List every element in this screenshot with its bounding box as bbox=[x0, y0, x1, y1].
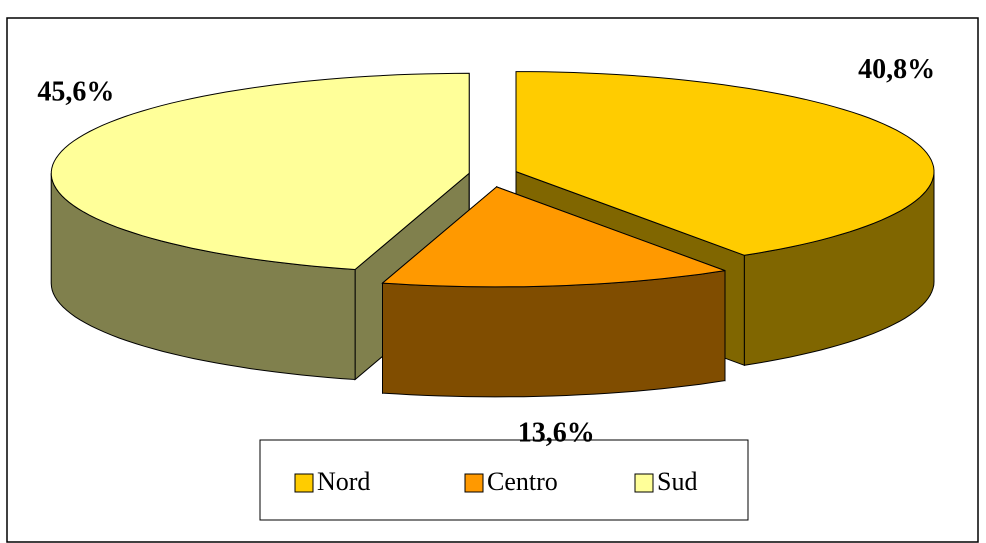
slice-wall bbox=[382, 270, 726, 398]
legend: Nord Centro Sud bbox=[294, 467, 697, 496]
slice bbox=[381, 186, 726, 288]
data-label: 45,6% bbox=[37, 76, 114, 107]
legend-swatch bbox=[634, 473, 654, 493]
slice bbox=[50, 72, 470, 271]
data-label: 13,6% bbox=[518, 418, 595, 449]
legend-box bbox=[259, 439, 749, 521]
pie bbox=[50, 71, 935, 398]
slice bbox=[515, 71, 935, 256]
legend-swatch bbox=[294, 473, 314, 493]
legend-label: Centro bbox=[487, 467, 558, 496]
data-label: 40,8% bbox=[858, 54, 935, 85]
legend-label: Sud bbox=[657, 467, 697, 496]
legend-swatch bbox=[464, 473, 484, 493]
legend-label: Nord bbox=[317, 467, 370, 496]
